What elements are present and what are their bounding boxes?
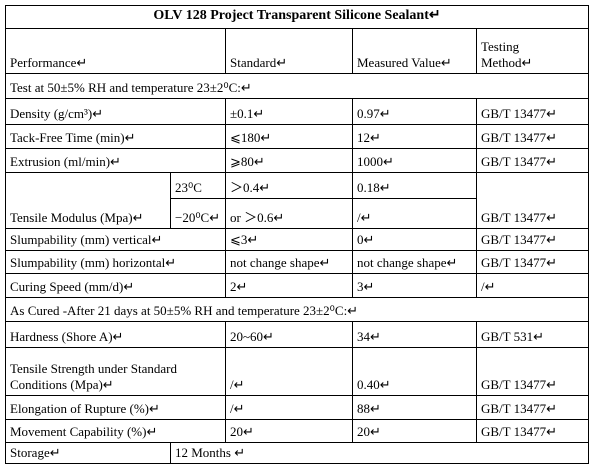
- table-row: Tensile Modulus (Mpa)↵ 23⁰C ＞0.4↵ 0.18↵ GB/T…: [5, 172, 590, 229]
- table-cell: GB/T 531↵: [475, 321, 590, 348]
- table-cell: ±0.1↵: [225, 98, 353, 125]
- table-row: Slumpability (mm) vertical↵ ⩽3↵ 0↵ GB/T 134…: [5, 228, 590, 251]
- table-cell: /↵: [225, 347, 353, 396]
- table-cell: GB/T 13477↵: [475, 172, 590, 229]
- table-cell: 12 Months ↵: [169, 442, 590, 464]
- table-cell: /↵: [225, 395, 353, 420]
- table-cell: 20~60↵: [225, 321, 353, 348]
- table-cell: 1000↵: [352, 148, 477, 173]
- table-cell: GB/T 13477↵: [475, 124, 590, 149]
- table-cell: 88↵: [352, 395, 477, 420]
- table-cell: Tensile Modulus (Mpa)↵: [5, 172, 171, 229]
- table-cell: ⩽180↵: [225, 124, 353, 149]
- table-row: Curing Speed (mm/d)↵ 2↵ 3↵/↵: [5, 273, 590, 298]
- table-row: −20⁰C↵ or ＞0.6↵/↵: [6, 198, 589, 229]
- table-row: Tack-Free Time (min)↵ ⩽180↵ 12↵ GB/T 13477↵: [5, 124, 590, 149]
- table-cell: Tensile Strength under Standard Conditio…: [5, 347, 226, 396]
- header-text: Testing Method↵: [481, 39, 533, 70]
- table-cell: 23⁰C: [170, 172, 226, 199]
- table-cell: /↵: [475, 273, 590, 298]
- table-row: Slumpability (mm) horizontal↵ not change …: [5, 250, 590, 274]
- table-cell: not change shape↵: [352, 250, 477, 274]
- table-cell: GB/T 13477↵: [475, 419, 590, 443]
- table-cell: /↵: [352, 198, 477, 229]
- table-cell: Elongation of Rupture (%)↵: [5, 395, 226, 420]
- table-cell: 20↵: [225, 419, 353, 443]
- table-cell: 3↵: [352, 273, 477, 298]
- table-cell: GB/T 13477↵: [475, 98, 590, 125]
- table-row: Movement Capability (%)↵ 20↵ 20↵ GB/T 13477…: [5, 419, 590, 443]
- table-cell: Density (g/cm³)↵: [5, 98, 226, 125]
- table-cell: 0.18↵: [352, 172, 477, 199]
- header-cell: Standard↵: [225, 28, 353, 74]
- table-cell: Tack-Free Time (min)↵: [5, 124, 226, 149]
- table-cell: ⩾80↵: [225, 148, 353, 173]
- table-cell: Movement Capability (%)↵: [5, 419, 226, 443]
- table-cell: 34↵: [352, 321, 477, 348]
- table-cell: Curing Speed (mm/d)↵: [5, 273, 226, 298]
- table-cell: Storage↵: [5, 442, 171, 464]
- table-cell: GB/T 13477↵: [475, 395, 590, 420]
- table-cell: or ＞0.6↵: [225, 198, 353, 229]
- table-body: OLV 128 Project Transparent Silicone Sea…: [4, 5, 590, 464]
- table-cell: Hardness (Shore A)↵: [5, 321, 226, 348]
- header-cell: Measured Value↵: [352, 28, 477, 74]
- header-cell: Testing Method↵: [475, 28, 590, 74]
- table-cell: −20⁰C↵: [170, 198, 226, 229]
- table-cell: 12↵: [352, 124, 477, 149]
- table-cell: GB/T 13477↵: [475, 148, 590, 173]
- table-cell: Slumpability (mm) horizontal↵: [5, 250, 226, 274]
- table-cell: Slumpability (mm) vertical↵: [5, 228, 226, 251]
- section-heading: As Cured -After 21 days at 50±5% RH and …: [4, 297, 590, 322]
- table-row: Storage↵ 12 Months ↵: [5, 442, 590, 464]
- table-cell: ⩽3↵: [225, 228, 353, 251]
- table-row: Extrusion (ml/min)↵ ⩾80↵ 1000↵ GB/T 13477↵: [5, 148, 590, 173]
- table-row: Hardness (Shore A)↵ 20~60↵ 34↵ GB/T 531↵: [5, 321, 590, 348]
- table-cell: 20↵: [352, 419, 477, 443]
- table-cell: GB/T 13477↵: [475, 228, 590, 251]
- table-row: Tensile Strength under Standard Conditio…: [5, 347, 590, 396]
- header-cell: Performance↵: [5, 28, 226, 74]
- table-row: As Cured -After 21 days at 50±5% RH and …: [4, 297, 590, 322]
- table-row: Elongation of Rupture (%)↵/↵ 88↵ GB/T 1347…: [5, 395, 590, 420]
- table-cell: GB/T 13477↵: [475, 347, 590, 396]
- table-cell: 2↵: [225, 273, 353, 298]
- table-title: OLV 128 Project Transparent Silicone Sea…: [4, 5, 590, 29]
- table-row: Density (g/cm³)↵ ±0.1↵ 0.97↵ GB/T 13477↵: [5, 98, 590, 125]
- table-cell: GB/T 13477↵: [475, 250, 590, 274]
- spec-table: OLV 128 Project Transparent Silicone Sea…: [4, 5, 590, 464]
- table-cell: 0↵: [352, 228, 477, 251]
- table-cell: Extrusion (ml/min)↵: [5, 148, 226, 173]
- table-cell: not change shape↵: [225, 250, 353, 274]
- table-cell: ＞0.4↵: [225, 172, 353, 199]
- table-cell: 0.97↵: [352, 98, 477, 125]
- table-cell: 0.40↵: [352, 347, 477, 396]
- section-heading: Test at 50±5% RH and temperature 23±2⁰C:…: [4, 73, 590, 99]
